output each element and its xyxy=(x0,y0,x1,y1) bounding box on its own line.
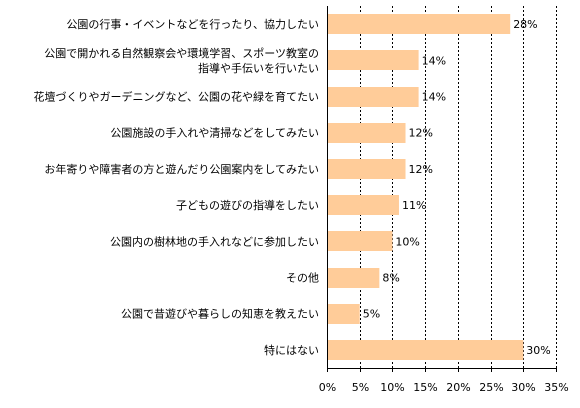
value-label-8: 8% xyxy=(382,272,399,285)
bar-9 xyxy=(327,304,360,324)
x-tick-label-35: 35% xyxy=(544,381,568,394)
category-label-9: 公園で昔遊びや暮らしの知恵を教えたい xyxy=(121,307,319,321)
axes xyxy=(327,6,557,372)
bar-4 xyxy=(327,123,406,143)
value-label-9: 5% xyxy=(363,308,380,321)
bar-5 xyxy=(327,159,406,179)
value-label-2: 14% xyxy=(422,54,446,67)
x-tick-label-30: 30% xyxy=(511,381,535,394)
labels: 28% 公園の行事・イベントなどを行ったり、協力したい 14% 公園で開かれる自然観察… xyxy=(34,18,569,394)
category-label-7: 公園内の樹林地の手入れなどに参加したい xyxy=(110,234,319,248)
bars xyxy=(327,14,524,360)
category-label-line: お年寄りや障害者の方と遊んだり公園案内をしてみたい xyxy=(44,162,319,176)
category-label-1: 公園の行事・イベントなどを行ったり、協力したい xyxy=(66,18,319,31)
x-tick-label-0: 0% xyxy=(319,381,336,394)
x-tick-label-15: 15% xyxy=(413,381,437,394)
value-label-4: 12% xyxy=(409,127,433,140)
bar-8 xyxy=(327,268,380,288)
category-label-line: その他 xyxy=(286,272,319,285)
x-tick-label-25: 25% xyxy=(479,381,503,394)
category-label-3: 花壇づくりやガーデニングなど、公園の花や緑を育てたい xyxy=(34,90,319,104)
category-label-line: 公園施設の手入れや清掃などをしてみたい xyxy=(110,126,319,140)
category-label-line: 花壇づくりやガーデニングなど、公園の花や緑を育てたい xyxy=(34,90,319,104)
category-label-line: 特にはない xyxy=(264,343,319,357)
x-tick-label-5: 5% xyxy=(352,381,369,394)
value-label-3: 14% xyxy=(422,91,446,104)
category-label-line: 公園で昔遊びや暮らしの知恵を教えたい xyxy=(121,307,319,321)
value-label-6: 11% xyxy=(402,199,426,212)
category-label-line: 子どもの遊びの指導をしたい xyxy=(176,198,319,212)
x-tick-label-10: 10% xyxy=(380,381,404,394)
bar-2 xyxy=(327,50,419,70)
bar-1 xyxy=(327,14,511,34)
value-label-7: 10% xyxy=(395,235,419,248)
value-label-5: 12% xyxy=(409,163,433,176)
x-tick-label-20: 20% xyxy=(446,381,470,394)
category-label-2: 公園で開かれる自然観察会や環境学習、スポーツ教室の指導や手伝いを行いたい xyxy=(44,46,319,75)
category-label-4: 公園施設の手入れや清掃などをしてみたい xyxy=(110,126,319,140)
value-label-10: 30% xyxy=(526,344,550,357)
bar-3 xyxy=(327,87,419,107)
category-label-line: 指導や手伝いを行いたい xyxy=(198,61,319,75)
bar-6 xyxy=(327,195,399,215)
category-label-line: 公園内の樹林地の手入れなどに参加したい xyxy=(110,234,319,248)
category-label-line: 公園で開かれる自然観察会や環境学習、スポーツ教室の xyxy=(44,46,319,60)
bar-7 xyxy=(327,231,393,251)
category-label-5: お年寄りや障害者の方と遊んだり公園案内をしてみたい xyxy=(44,162,319,176)
category-label-line: 公園の行事・イベントなどを行ったり、協力したい xyxy=(66,18,319,31)
category-label-8: その他 xyxy=(286,272,319,285)
category-label-10: 特にはない xyxy=(264,343,319,357)
bar-10 xyxy=(327,340,524,360)
value-label-1: 28% xyxy=(513,18,537,31)
category-label-6: 子どもの遊びの指導をしたい xyxy=(176,198,319,212)
